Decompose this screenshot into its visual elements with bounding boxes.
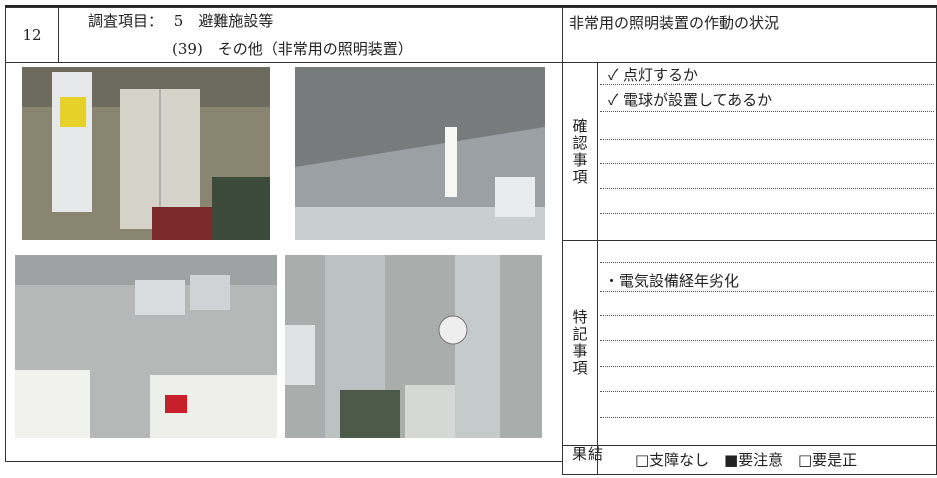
condition: 非常用の照明装置の作動の状況 xyxy=(569,14,780,32)
page: 12 調査項目： 5 避難施設等 (39) その他（非常用の照明装置） 非常用の… xyxy=(5,5,937,475)
item: 5 避難施設等 xyxy=(173,12,274,30)
number-cell: 12 xyxy=(5,7,59,63)
check-label-cell: 確認事項 xyxy=(562,62,598,241)
check-item: ✓ 電球が設置してあるか xyxy=(608,91,773,109)
result-option: □支障なし xyxy=(635,451,710,469)
result-option: □要是正 xyxy=(797,451,858,469)
photo xyxy=(285,255,542,438)
number: 12 xyxy=(22,26,42,44)
subitem: (39) その他（非常用の照明装置） xyxy=(172,40,413,58)
notes-label: 特記事項 xyxy=(570,309,589,377)
check-item: ✓ 点灯するか xyxy=(608,66,699,84)
condition-cell: 非常用の照明装置の作動の状況 xyxy=(562,7,937,63)
item-label: 調査項目： xyxy=(88,12,164,30)
result-options: □支障なし ■要注意 □要是正 xyxy=(635,449,857,470)
photo xyxy=(295,67,545,240)
notes-label-cell: 特記事項 xyxy=(562,240,598,446)
photo xyxy=(15,255,277,438)
result-option: ■要注意 xyxy=(723,451,784,469)
photo xyxy=(22,67,270,240)
result-label: 結果 xyxy=(570,446,604,463)
item-line: 調査項目： 5 避難施設等 xyxy=(88,10,273,31)
check-label: 確認事項 xyxy=(570,117,589,186)
result-label-cell: 結果 xyxy=(562,445,604,475)
note-item: ・電気設備経年劣化 xyxy=(604,272,740,290)
